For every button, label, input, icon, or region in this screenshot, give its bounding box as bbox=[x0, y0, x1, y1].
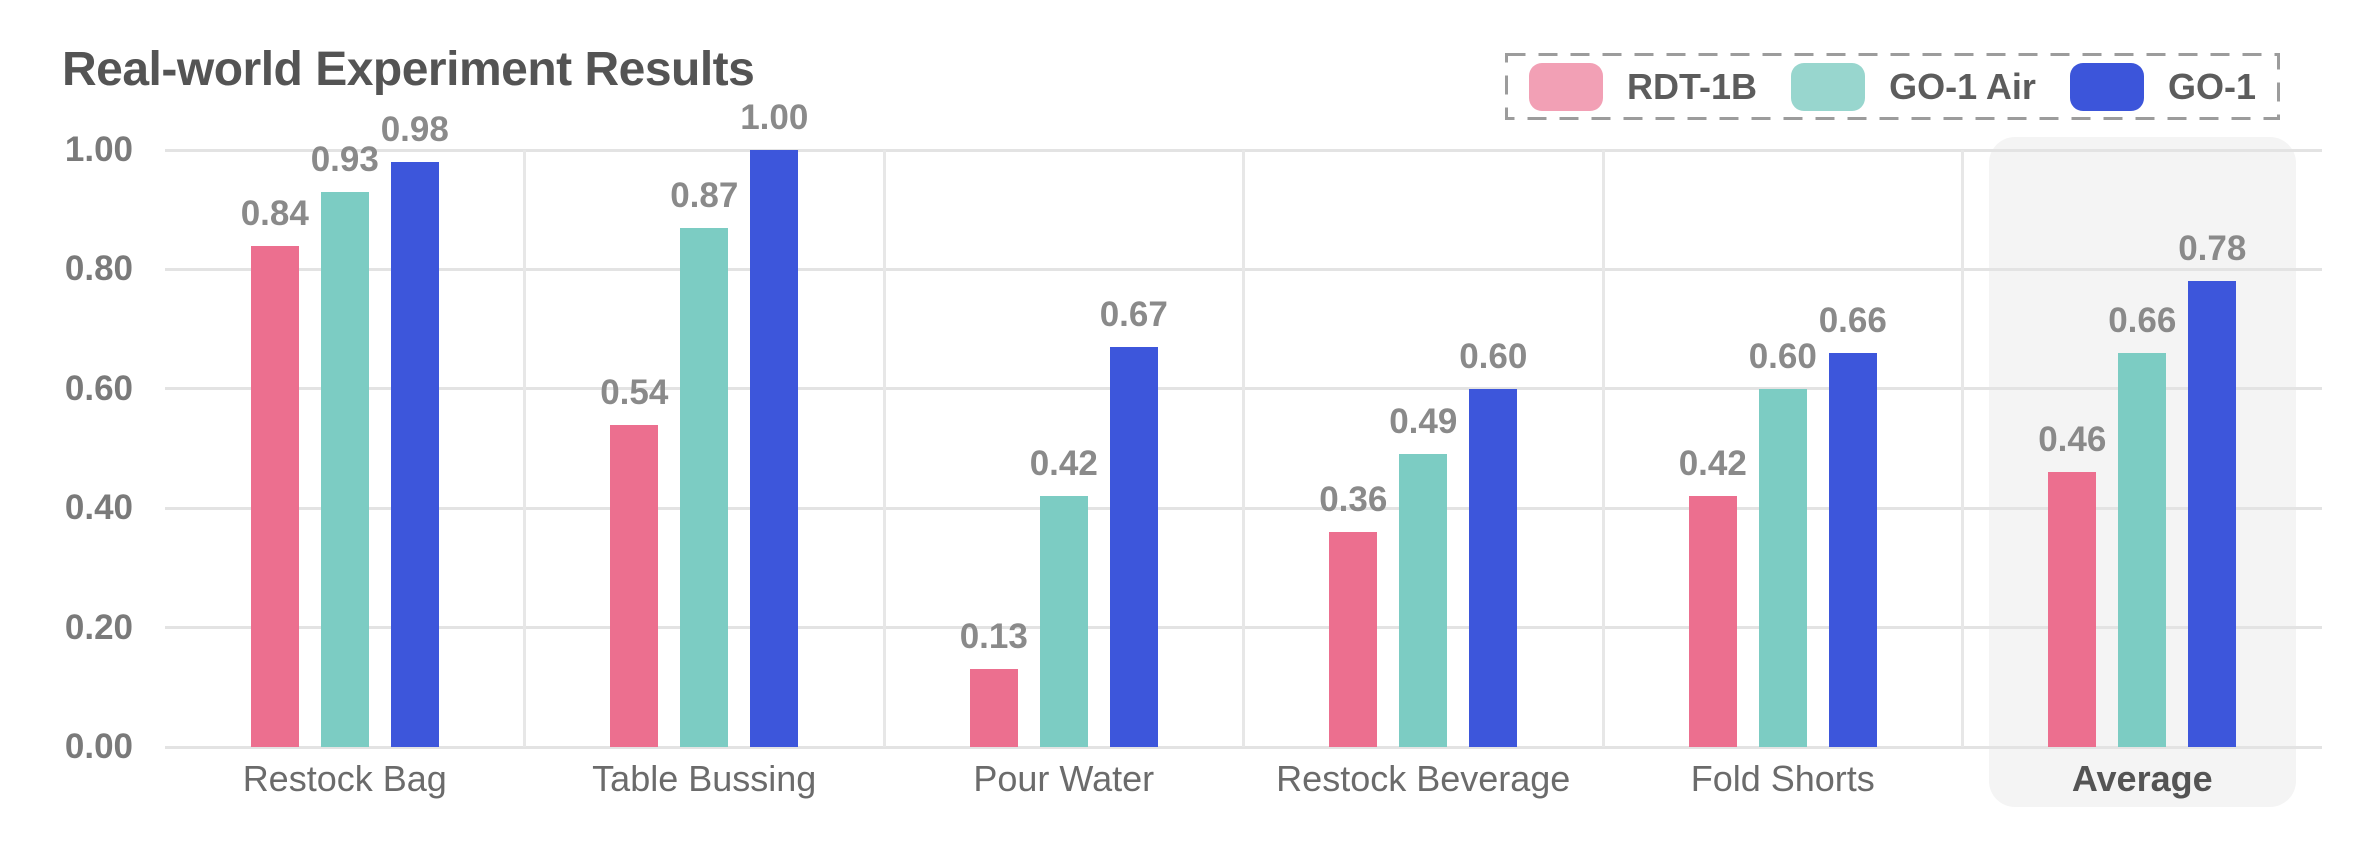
bar-value-label-go-1-air-pour-water: 0.42 bbox=[1029, 444, 1098, 484]
bar-rdt-1b-restock-beverage bbox=[1329, 532, 1378, 747]
panel-divider bbox=[523, 150, 526, 747]
x-axis-category-label-average: Average bbox=[2071, 758, 2213, 799]
bar-go-1-air-average bbox=[2118, 352, 2167, 747]
bar-value-label-go-1-average: 0.78 bbox=[2178, 229, 2247, 269]
bar-value-label-go-1-restock-bag: 0.98 bbox=[380, 109, 449, 149]
x-axis-category-label-pour-water: Pour Water bbox=[973, 758, 1155, 799]
bar-go-1-air-fold-shorts bbox=[1758, 388, 1807, 747]
bar-go-1-air-restock-bag bbox=[320, 191, 369, 747]
y-axis-tick-label-0.00: 0.00 bbox=[64, 727, 133, 766]
y-axis-tick-label-0.40: 0.40 bbox=[64, 488, 133, 528]
bar-value-label-go-1-fold-shorts: 0.66 bbox=[1818, 300, 1887, 340]
bar-value-label-rdt-1b-restock-beverage: 0.36 bbox=[1319, 480, 1388, 520]
bar-go-1-pour-water bbox=[1109, 347, 1158, 747]
panel-divider bbox=[1961, 150, 1964, 747]
bar-value-label-rdt-1b-table-bussing: 0.54 bbox=[600, 372, 669, 412]
bar-value-label-rdt-1b-fold-shorts: 0.42 bbox=[1678, 444, 1747, 484]
bar-go-1-fold-shorts bbox=[1828, 352, 1877, 747]
bar-value-label-rdt-1b-average: 0.46 bbox=[2038, 420, 2107, 460]
bar-value-label-go-1-air-fold-shorts: 0.60 bbox=[1748, 336, 1817, 376]
bar-go-1-average bbox=[2188, 281, 2237, 747]
panel-divider bbox=[882, 150, 886, 747]
bar-value-label-go-1-air-restock-beverage: 0.49 bbox=[1389, 402, 1458, 442]
x-axis-category-label-fold-shorts: Fold Shorts bbox=[1690, 758, 1875, 799]
bar-go-1-air-restock-beverage bbox=[1399, 454, 1448, 747]
x-axis-category-label-table-bussing: Table Bussing bbox=[592, 758, 817, 799]
bar-go-1-table-bussing bbox=[750, 150, 799, 747]
y-axis-tick-label-0.60: 0.60 bbox=[64, 368, 133, 408]
bar-go-1-air-pour-water bbox=[1039, 496, 1088, 747]
x-axis-category-label-restock-bag: Restock Bag bbox=[242, 758, 447, 799]
bar-go-1-restock-beverage bbox=[1469, 388, 1518, 747]
bar-rdt-1b-average bbox=[2048, 472, 2097, 747]
gridline-y-0.00 bbox=[165, 745, 2322, 749]
bar-value-label-rdt-1b-pour-water: 0.13 bbox=[959, 617, 1028, 657]
y-axis-tick-label-0.80: 0.80 bbox=[64, 249, 133, 289]
y-axis-tick-label-0.20: 0.20 bbox=[64, 607, 133, 647]
chart-title: Real-world Experiment Results bbox=[62, 43, 755, 96]
bar-value-label-go-1-air-table-bussing: 0.87 bbox=[670, 175, 739, 215]
bar-value-label-go-1-table-bussing: 1.00 bbox=[740, 98, 809, 137]
panel-divider bbox=[1242, 150, 1245, 747]
bar-value-label-rdt-1b-restock-bag: 0.84 bbox=[240, 193, 309, 233]
bar-rdt-1b-pour-water bbox=[969, 669, 1018, 747]
bar-go-1-air-table-bussing bbox=[680, 227, 729, 747]
bar-value-label-go-1-pour-water: 0.67 bbox=[1099, 295, 1168, 334]
bar-value-label-go-1-air-restock-bag: 0.93 bbox=[310, 139, 379, 179]
y-axis-tick-label-1.00: 1.00 bbox=[64, 130, 133, 169]
bar-value-label-go-1-air-average: 0.66 bbox=[2108, 300, 2177, 340]
bar-value-label-go-1-restock-beverage: 0.60 bbox=[1459, 336, 1528, 376]
bar-rdt-1b-table-bussing bbox=[610, 424, 659, 747]
legend: RDT-1B GO-1 Air GO-1 bbox=[1505, 53, 2280, 120]
x-axis-category-label-restock-beverage: Restock Beverage bbox=[1276, 758, 1571, 799]
panel-divider bbox=[1601, 150, 1605, 747]
bar-rdt-1b-fold-shorts bbox=[1688, 496, 1737, 747]
bar-rdt-1b-restock-bag bbox=[250, 245, 299, 747]
bar-go-1-restock-bag bbox=[390, 161, 439, 747]
